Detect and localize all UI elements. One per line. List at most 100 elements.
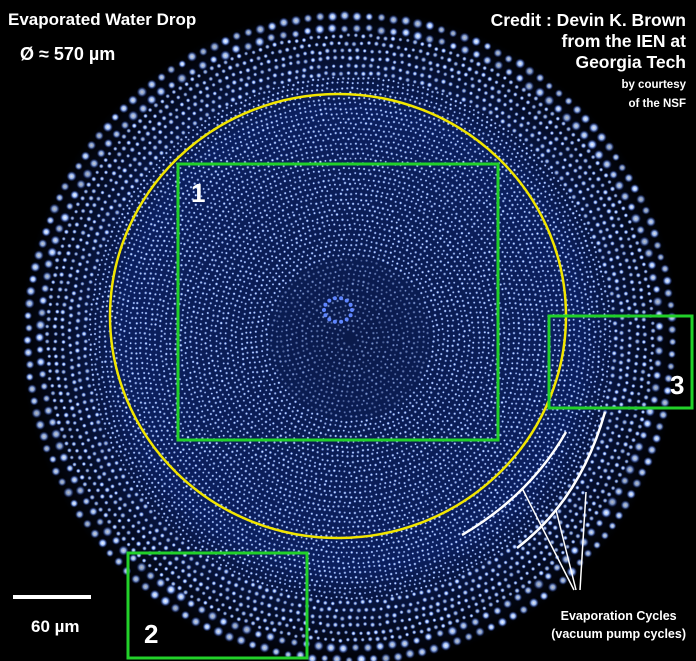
droplet (346, 384, 350, 389)
droplet (455, 186, 459, 190)
droplet (474, 426, 478, 430)
droplet (274, 271, 278, 275)
droplet (167, 393, 172, 398)
droplet (341, 177, 346, 181)
droplet (443, 364, 447, 368)
droplet (165, 259, 169, 263)
droplet (450, 176, 455, 180)
droplet (451, 383, 455, 387)
droplet (455, 398, 459, 402)
droplet (189, 215, 194, 219)
droplet (203, 281, 207, 286)
droplet (504, 425, 509, 429)
droplet (289, 184, 293, 187)
droplet (326, 447, 330, 451)
droplet (172, 430, 176, 434)
droplet (237, 222, 241, 225)
droplet (212, 426, 215, 430)
droplet (513, 406, 517, 411)
droplet (376, 154, 380, 158)
droplet (327, 276, 331, 280)
droplet (308, 496, 312, 500)
droplet (323, 229, 327, 233)
droplet (230, 353, 235, 358)
droplet (298, 481, 303, 485)
droplet (289, 421, 294, 426)
droplet (275, 494, 279, 498)
droplet (523, 337, 527, 342)
droplet (344, 394, 348, 398)
droplet (295, 300, 300, 305)
droplet (319, 368, 323, 372)
droplet (460, 244, 464, 248)
droplet (365, 314, 370, 318)
droplet (222, 455, 226, 460)
droplet (383, 267, 387, 271)
droplet (185, 383, 190, 387)
droplet (222, 477, 226, 482)
droplet (311, 140, 316, 144)
droplet (376, 206, 380, 210)
droplet (303, 307, 307, 311)
droplet (452, 428, 457, 433)
droplet (289, 301, 294, 305)
droplet (286, 353, 291, 358)
droplet (408, 394, 413, 398)
droplet (212, 461, 216, 466)
droplet (216, 289, 220, 293)
droplet (399, 316, 402, 320)
droplet (338, 183, 342, 187)
droplet (410, 199, 414, 204)
droplet (190, 325, 194, 329)
droplet (492, 212, 496, 216)
droplet (212, 386, 217, 390)
droplet (454, 449, 457, 453)
droplet (292, 352, 296, 357)
droplet (457, 290, 461, 294)
droplet (387, 374, 391, 377)
droplet (342, 373, 347, 378)
droplet (303, 478, 307, 483)
droplet (324, 194, 328, 198)
droplet (354, 479, 359, 484)
droplet (247, 472, 252, 477)
droplet (306, 289, 310, 294)
droplet (525, 407, 529, 411)
droplet (152, 373, 156, 377)
droplet (278, 252, 282, 256)
droplet (479, 305, 483, 309)
droplet (470, 459, 474, 463)
droplet (389, 146, 393, 150)
droplet (183, 336, 188, 340)
droplet (415, 421, 420, 425)
droplet (210, 318, 215, 323)
droplet (294, 480, 298, 484)
droplet (347, 360, 352, 364)
droplet (335, 388, 339, 392)
droplet (488, 202, 492, 207)
droplet (462, 255, 466, 259)
droplet (191, 365, 195, 369)
droplet (368, 225, 372, 229)
droplet (456, 285, 460, 288)
droplet (349, 349, 353, 352)
droplet (364, 157, 368, 161)
droplet (254, 159, 258, 163)
droplet (488, 431, 492, 435)
droplet (309, 197, 313, 201)
droplet (267, 429, 272, 434)
droplet (321, 382, 325, 386)
droplet (191, 386, 195, 390)
droplet (375, 441, 379, 445)
droplet (377, 168, 381, 173)
droplet (333, 407, 337, 412)
droplet (441, 280, 445, 284)
droplet (392, 482, 397, 487)
droplet (362, 137, 366, 141)
droplet (323, 421, 327, 426)
droplet (328, 271, 333, 276)
droplet (395, 221, 399, 225)
droplet (471, 295, 475, 300)
droplet (242, 499, 247, 503)
droplet (364, 364, 368, 368)
